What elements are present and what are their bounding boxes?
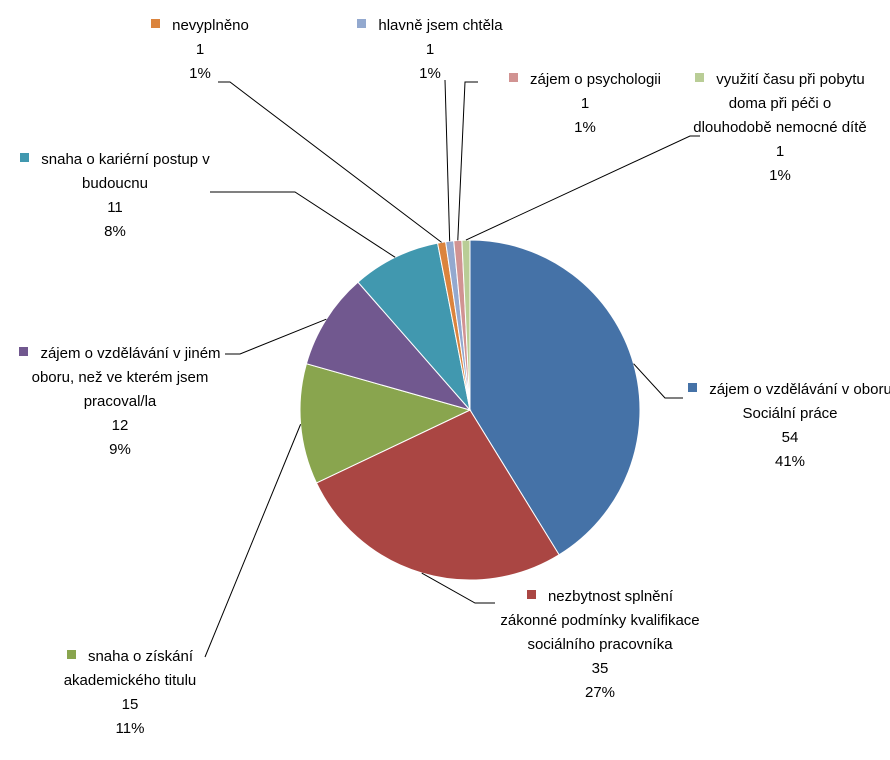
value-label: 54: [781, 429, 799, 446]
legend-marker: [509, 73, 519, 82]
data-label: nevyplněno 1 1%: [110, 14, 290, 86]
value-label: 12: [111, 417, 129, 434]
category-label: zájem o vzdělávání v oboru Sociální prác…: [709, 381, 890, 422]
value-label: 15: [121, 696, 139, 713]
leader-line: [218, 81, 442, 243]
leader-line: [465, 135, 700, 241]
legend-marker: [695, 73, 705, 82]
value-label: 1: [580, 95, 590, 112]
percent-label: 9%: [109, 441, 131, 458]
percent-label: 1%: [769, 167, 791, 184]
legend-marker: [151, 19, 161, 28]
category-label: nezbytnost splnění zákonné podmínky kval…: [500, 588, 700, 653]
percent-label: 27%: [584, 684, 616, 701]
percent-label: 41%: [774, 453, 806, 470]
legend-marker: [66, 650, 76, 659]
category-label: zájem o psychologii: [530, 71, 661, 88]
category-label: nevyplněno: [172, 17, 249, 34]
data-label: hlavně jsem chtěla 1 1%: [305, 14, 555, 86]
pie-slice: [299, 363, 472, 484]
value-label: 1: [195, 41, 205, 58]
pie-slice: [357, 242, 471, 412]
data-label: využití času při pobytu doma při péči o …: [690, 68, 870, 188]
category-label: využití času při pobytu doma při péči o …: [693, 71, 867, 136]
pie-slice: [469, 239, 641, 556]
leader-line: [421, 572, 495, 604]
percent-label: 8%: [104, 223, 126, 240]
percent-label: 11%: [115, 720, 145, 737]
data-label: snaha o kariérní postup v budoucnu 11 8%: [15, 148, 215, 244]
value-label: 11: [107, 199, 123, 216]
legend-marker: [688, 383, 698, 392]
legend-marker: [19, 347, 29, 356]
category-label: snaha o kariérní postup v budoucnu: [41, 151, 210, 192]
leader-line: [210, 191, 396, 258]
data-label: zájem o psychologii 1 1%: [480, 68, 690, 140]
percent-label: 1%: [189, 65, 211, 82]
percent-label: 1%: [419, 65, 441, 82]
percent-label: 1%: [574, 119, 596, 136]
data-label: snaha o získání akademického titulu 15 11%: [20, 645, 240, 741]
legend-marker: [526, 590, 536, 599]
leader-line: [633, 363, 683, 399]
category-label: snaha o získání akademického titulu: [63, 648, 197, 689]
data-label: zájem o vzdělávání v oboru Sociální prác…: [685, 378, 890, 474]
data-label: zájem o vzdělávání v jiném oboru, než ve…: [5, 342, 235, 462]
category-label: hlavně jsem chtěla: [378, 17, 503, 34]
pie-slice: [315, 409, 560, 581]
legend-marker: [20, 153, 30, 162]
leader-line: [225, 318, 327, 355]
category-label: zájem o vzdělávání v jiném oboru, než ve…: [31, 345, 221, 410]
value-label: 1: [775, 143, 785, 160]
leader-line: [457, 81, 478, 241]
value-label: 1: [425, 41, 435, 58]
data-label: nezbytnost splnění zákonné podmínky kval…: [500, 585, 700, 705]
pie-slice: [461, 239, 471, 411]
leader-line: [444, 79, 451, 242]
value-label: 35: [591, 660, 609, 677]
leader-line: [204, 424, 302, 658]
legend-marker: [357, 19, 367, 28]
